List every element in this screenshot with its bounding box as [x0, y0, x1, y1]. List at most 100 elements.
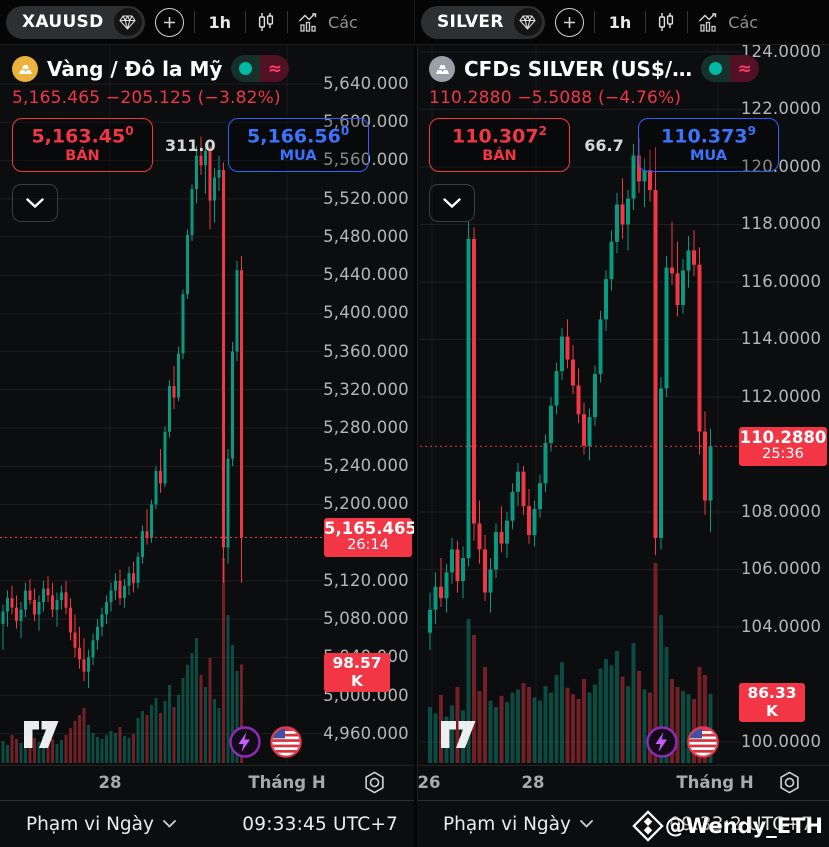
silver-icon [429, 55, 455, 82]
candlestick-chart[interactable] [0, 45, 322, 765]
buy-button[interactable]: 110.3739 MUA [638, 118, 779, 172]
gem-icon[interactable] [513, 8, 542, 36]
volume-bar [532, 697, 537, 763]
volume-bar [190, 653, 194, 763]
indicators-button[interactable]: Các [298, 12, 358, 32]
chart-panel-silver[interactable]: 124.0000 122.0000 120.0000 118.0000 116.0000… [414, 45, 829, 847]
status-toggle[interactable]: ≈ [701, 55, 760, 82]
date-range-selector[interactable]: Phạm vi Ngày [26, 814, 176, 835]
toolbar-left-pane: XAUUSD 1h Các [0, 0, 414, 44]
chevron-down-icon [580, 820, 593, 828]
candle-body [226, 458, 230, 548]
add-button[interactable] [554, 7, 584, 37]
volume-bar [51, 739, 54, 763]
sell-button[interactable]: 5,163.450 BÁN [12, 118, 153, 172]
volume-bar [118, 727, 122, 763]
candle-body [582, 414, 586, 446]
panel-footer: Phạm vi Ngày 09:33:45 UTC+7 [0, 800, 414, 847]
volume-bar [150, 705, 153, 763]
candle-body [114, 580, 117, 591]
candle-body [659, 388, 663, 538]
lightning-icon[interactable] [645, 725, 679, 759]
volume-bar [55, 744, 59, 763]
volume-bar [19, 743, 23, 763]
volume-bar [91, 733, 95, 763]
volume-bar [154, 698, 158, 763]
us-flag-icon[interactable] [686, 725, 720, 759]
volume-bar [15, 739, 18, 763]
gem-icon[interactable] [113, 8, 142, 36]
volume-bar [60, 740, 63, 763]
volume-bar [494, 707, 498, 763]
time-axis[interactable]: 26 28 Tháng H [417, 765, 829, 800]
lightning-icon[interactable] [228, 725, 262, 759]
volume-bar [172, 707, 176, 763]
candle-body [565, 336, 570, 360]
candle-body [675, 273, 680, 305]
buy-button[interactable]: 5,166.560 MUA [227, 118, 369, 172]
volume-bar [549, 692, 553, 763]
volume-bar [73, 721, 77, 763]
symbol-label: SILVER [437, 12, 504, 32]
volume-bar [659, 615, 663, 763]
us-flag-icon[interactable] [269, 725, 303, 759]
spread-value: 66.7 [584, 135, 624, 155]
symbol-pill-xauusd[interactable]: XAUUSD [6, 5, 145, 39]
candle-body [105, 602, 108, 615]
candle-body [213, 177, 216, 201]
collapse-header-button[interactable] [429, 184, 475, 222]
toolbar-separator [687, 11, 689, 33]
volume-bar [543, 686, 548, 763]
candle-body [37, 602, 41, 615]
price-tick-label: 5,200.000 [323, 494, 409, 513]
chart-type-button[interactable] [256, 12, 277, 33]
date-range-selector[interactable]: Phạm vi Ngày [443, 814, 593, 835]
timeframe-button[interactable]: 1h [608, 12, 632, 32]
volume-bar [499, 695, 504, 763]
volume-bar [226, 615, 230, 763]
volume-bar [598, 668, 603, 763]
sell-button[interactable]: 110.3072 BÁN [429, 118, 570, 172]
price-tick-label: 5,480.000 [323, 227, 409, 246]
candle-body [60, 592, 63, 600]
candle-body [428, 609, 432, 633]
gear-icon[interactable] [362, 770, 387, 799]
diamond-logo-icon [632, 810, 664, 842]
status-toggle[interactable]: ≈ [231, 55, 290, 82]
candle-body [73, 632, 77, 648]
price-axis[interactable]: 124.0000 122.0000 120.0000 118.0000 116.0000… [737, 45, 829, 765]
candle-body [91, 640, 95, 658]
candle-body [571, 359, 575, 386]
volume-bar [554, 675, 559, 763]
candle-body [15, 607, 18, 622]
volume-bar [159, 713, 162, 763]
gear-icon[interactable] [777, 770, 802, 799]
volume-bar [686, 694, 691, 763]
volume-bar [100, 739, 104, 763]
chart-type-button[interactable] [656, 12, 677, 33]
time-axis[interactable]: 28 Tháng H [0, 765, 414, 800]
candle-body [69, 607, 72, 633]
toolbar-separator [245, 11, 247, 33]
candle-body [653, 190, 658, 538]
chart-panel-xauusd[interactable]: 5,640.000 5,600.000 5,560.000 5,520.000 5,48… [0, 45, 414, 847]
toolbar-separator [193, 11, 195, 33]
volume-bar [587, 692, 592, 763]
volume-bar [177, 695, 180, 763]
chevron-down-icon [26, 198, 44, 208]
toolbar-separator [593, 11, 595, 33]
candle-body [521, 471, 526, 507]
collapse-header-button[interactable] [12, 184, 58, 222]
price-axis[interactable]: 5,640.000 5,600.000 5,560.000 5,520.000 5,48… [322, 45, 414, 765]
candle-body [28, 590, 32, 601]
price-change-line: 110.2880 −5.5088 (−4.76%) [429, 88, 682, 108]
indicators-button[interactable]: Các [698, 12, 758, 32]
symbol-pill-silver[interactable]: SILVER [421, 5, 545, 39]
add-button[interactable] [154, 7, 184, 37]
volume-bar [565, 687, 570, 763]
volume-bar [466, 619, 471, 763]
price-change-line: 5,165.465 −205.125 (−3.82%) [12, 88, 281, 108]
timeframe-button[interactable]: 1h [208, 12, 232, 32]
volume-bar [433, 713, 438, 763]
time-tick-label: Tháng H [248, 773, 326, 792]
